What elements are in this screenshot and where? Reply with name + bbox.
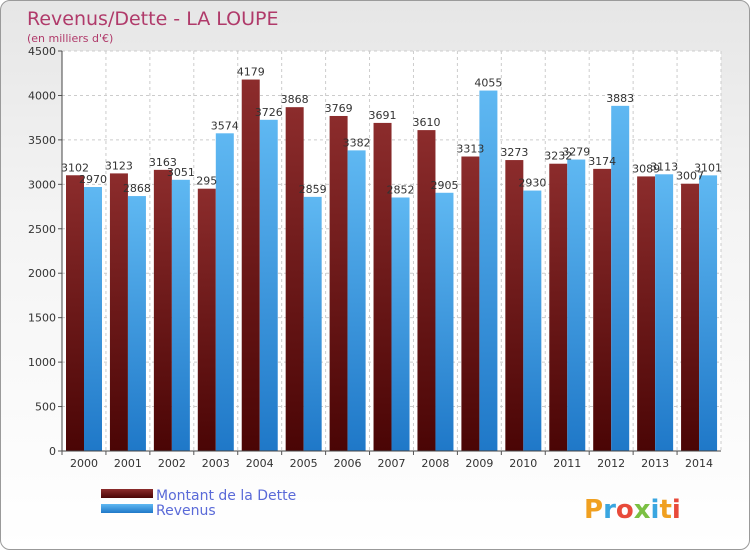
x-tick-label: 2005: [290, 457, 318, 470]
data-label: 3089: [632, 162, 660, 175]
bar-revenus: [479, 90, 498, 452]
bar-dette: [66, 175, 84, 451]
data-label: 3113: [650, 160, 678, 173]
bar-revenus: [391, 197, 410, 451]
y-tick-label: 3000: [28, 178, 56, 191]
data-labels: 3102 3123 3163 295 4179 3868 3769 3691 3610 3313 3…: [61, 66, 722, 197]
bar-dette: [593, 168, 612, 451]
x-tick-label: 2007: [378, 457, 406, 470]
bar-dette: [241, 79, 260, 452]
y-tick-label: 1500: [28, 312, 56, 325]
bar-dette: [681, 183, 700, 451]
y-tick-label: 3500: [28, 134, 56, 147]
data-label: 2859: [299, 183, 327, 196]
chart-title: Revenus/Dette - LA LOUPE: [27, 8, 279, 30]
data-label: 2852: [387, 183, 415, 196]
bar-revenus: [84, 187, 102, 451]
axes: 0 500 1000 1500 2000 2500 3000 3500 4000 4500 2000…: [28, 45, 721, 470]
bar-revenus: [347, 150, 366, 451]
data-label: 2868: [123, 182, 151, 195]
x-tick-label: 2010: [509, 457, 537, 470]
bar-revenus: [435, 192, 454, 451]
x-tick-label: 2012: [597, 457, 625, 470]
data-label: 4179: [237, 66, 265, 79]
bars: [66, 79, 718, 452]
data-label: 3163: [149, 156, 177, 169]
bar-revenus: [171, 179, 190, 452]
y-tick-label: 500: [35, 401, 56, 414]
data-label: 3868: [281, 93, 309, 106]
data-label: 2970: [79, 173, 107, 186]
data-label: 3769: [325, 102, 353, 115]
x-tick-label: 2000: [70, 457, 98, 470]
data-label: 3232: [544, 150, 572, 163]
chart-subtitle: (en milliers d'€): [27, 32, 113, 45]
y-tick-label: 2500: [28, 223, 56, 236]
bar-dette: [285, 107, 304, 451]
x-tick-label: 2013: [641, 457, 669, 470]
x-tick-label: 2009: [465, 457, 493, 470]
bar-dette: [417, 130, 436, 451]
bar-dette: [329, 115, 348, 451]
data-label: 295: [196, 175, 217, 188]
x-tick-label: 2006: [334, 457, 362, 470]
bar-revenus: [567, 159, 586, 452]
data-label: 3726: [255, 106, 283, 119]
data-label: 4055: [474, 77, 502, 90]
legend-label-revenus: Revenus: [156, 503, 216, 519]
y-tick-label: 1000: [28, 356, 56, 369]
data-label: 3313: [456, 143, 484, 156]
y-tick-label: 2000: [28, 267, 56, 280]
bar-dette: [461, 156, 480, 451]
y-tick-label: 0: [49, 445, 56, 458]
proxiti-logo: Proxiti: [584, 495, 681, 525]
data-label: 3123: [105, 159, 133, 172]
bar-dette: [197, 188, 216, 451]
bar-dette: [505, 160, 524, 452]
bar-revenus: [127, 196, 146, 451]
legend: Montant de la Dette Revenus: [101, 488, 296, 519]
data-label: 3174: [588, 155, 616, 168]
data-label: 3382: [343, 136, 371, 149]
data-label: 2905: [430, 179, 458, 192]
bar-revenus: [655, 174, 674, 452]
x-tick-label: 2008: [421, 457, 449, 470]
data-label: 3101: [694, 161, 722, 174]
data-label: 3279: [562, 146, 590, 159]
x-tick-label: 2003: [202, 457, 230, 470]
bar-revenus: [699, 175, 718, 451]
x-tick-label: 2001: [114, 457, 142, 470]
bar-revenus: [215, 133, 234, 452]
data-label: 3102: [61, 161, 89, 174]
x-tick-label: 2002: [158, 457, 186, 470]
x-tick-label: 2004: [246, 457, 274, 470]
data-label: 3051: [167, 166, 195, 179]
y-tick-label: 4000: [28, 89, 56, 102]
bar-dette: [109, 173, 128, 451]
data-label: 3691: [369, 109, 397, 122]
logo-text: Proxiti: [584, 495, 681, 525]
bar-revenus: [303, 196, 322, 451]
data-label: 3574: [211, 119, 239, 132]
bar-dette: [153, 169, 172, 451]
x-tick-label: 2014: [685, 457, 713, 470]
data-label: 3273: [500, 146, 528, 159]
data-label: 3007: [676, 170, 704, 183]
bar-dette: [637, 176, 656, 451]
bar-dette: [373, 122, 392, 452]
x-tick-label: 2011: [553, 457, 581, 470]
bar-revenus: [611, 105, 630, 451]
bar-dette: [549, 163, 568, 451]
y-tick-label: 4500: [28, 45, 56, 58]
legend-label-dette: Montant de la Dette: [156, 488, 296, 504]
bar-revenus: [259, 119, 278, 452]
bar-revenus: [523, 190, 542, 452]
data-label: 3883: [606, 92, 634, 105]
data-label: 2930: [518, 177, 546, 190]
legend-swatch-dette: [101, 489, 153, 498]
legend-swatch-revenus: [101, 504, 153, 513]
data-label: 3610: [412, 116, 440, 129]
